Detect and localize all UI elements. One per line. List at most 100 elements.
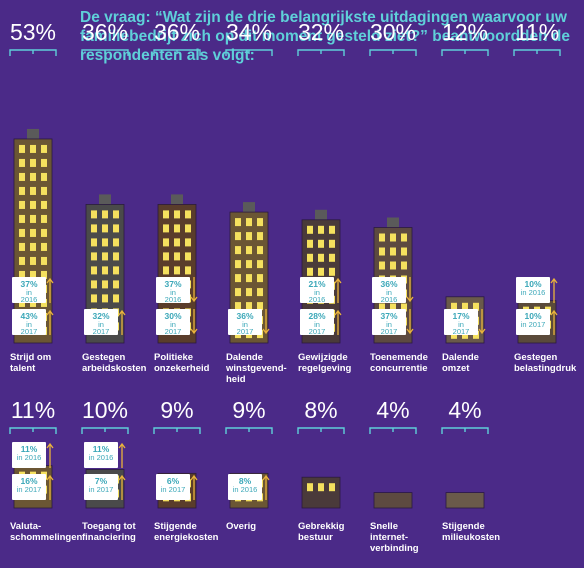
comparison-card [300,277,334,303]
trend-arrow-down [406,309,414,335]
window [329,239,335,248]
trend-arrow-up [46,309,54,335]
comparison-value: 37% [380,311,397,321]
comparison-year: in [314,288,320,297]
trend-arrow-down [190,309,198,335]
category-label: Dalende [442,352,479,363]
comparison-card [300,309,334,335]
comparison-year: in 2016 [17,453,42,462]
comparison-card [156,309,190,335]
comparison-year: 2017 [309,327,326,336]
comparison-card [156,474,190,500]
percent-label: 34% [226,19,272,45]
bracket [9,49,57,56]
comparison-year: in 2016 [521,288,546,297]
window [246,274,252,283]
comparison-value: 30% [164,311,181,321]
percent-label: 8% [304,397,337,423]
comparison-value: 43% [20,311,37,321]
comparison-year: in [170,288,176,297]
window [235,274,241,283]
window [91,280,97,289]
window [257,302,263,311]
window [19,200,25,209]
comparison-card [12,277,46,303]
comparison-card [156,277,190,303]
comparison-year: 2017 [453,327,470,336]
bracket [441,427,489,434]
comparison-year: in 2017 [17,485,42,494]
window [41,270,47,279]
category-label: heid [226,374,246,385]
category-label: verbinding [370,543,419,554]
window [318,239,324,248]
window [257,218,263,227]
trend-arrow-up [46,277,54,303]
comparison-year: 2017 [21,327,38,336]
window [246,232,252,241]
window [329,267,335,276]
bracket [153,49,201,56]
comparison-value: 10% [524,279,541,289]
category-label: Snelle [370,521,398,532]
comparison-value: 28% [308,311,325,321]
window [163,252,169,261]
window [390,247,396,256]
question-heading: De vraag: “Wat zijn de drie belangrijkst… [80,9,571,64]
window [307,225,313,234]
window [163,210,169,219]
category-label: energiekosten [154,532,219,543]
window [185,266,191,275]
window [41,144,47,153]
bracket [153,427,201,434]
bracket [225,427,273,434]
comparison-card [84,442,118,468]
comparison-value: 6% [167,476,180,486]
percent-label: 10% [82,397,128,423]
window [329,253,335,262]
window [30,158,36,167]
percent-label: 36% [82,19,128,45]
window [318,483,324,492]
bracket [9,427,57,434]
category-label: Stijgende [154,521,197,532]
window [174,252,180,261]
window [41,256,47,265]
trend-arrow-up [334,309,342,335]
window [30,256,36,265]
category-label: onzekerheid [154,363,210,374]
window [379,261,385,270]
window [102,266,108,275]
window [390,233,396,242]
comparison-year: in 2016 [89,453,114,462]
category-label: Gestegen [514,352,557,363]
window [329,483,335,492]
comparison-value: 36% [236,311,253,321]
comparison-card [228,309,262,335]
category-label: arbeidskosten [82,363,147,374]
window [19,270,25,279]
category-label: milieukosten [442,532,500,543]
window [91,266,97,275]
trend-arrow-up [118,442,126,468]
bracket [369,427,417,434]
category-label: Toenemende [370,352,428,363]
comparison-year: 2016 [309,295,326,304]
comparison-card [84,474,118,500]
window [246,246,252,255]
window [235,246,241,255]
category-label: financiering [82,532,136,543]
window [307,253,313,262]
comparison-value: 37% [20,279,37,289]
window [41,186,47,195]
window [163,238,169,247]
comparison-year: in 2017 [89,485,114,494]
window [318,225,324,234]
comparison-year: 2016 [381,295,398,304]
window [19,228,25,237]
window [30,144,36,153]
window [19,214,25,223]
percent-label: 11% [11,397,55,423]
comparison-year: in [386,320,392,329]
percent-label: 36% [154,19,200,45]
